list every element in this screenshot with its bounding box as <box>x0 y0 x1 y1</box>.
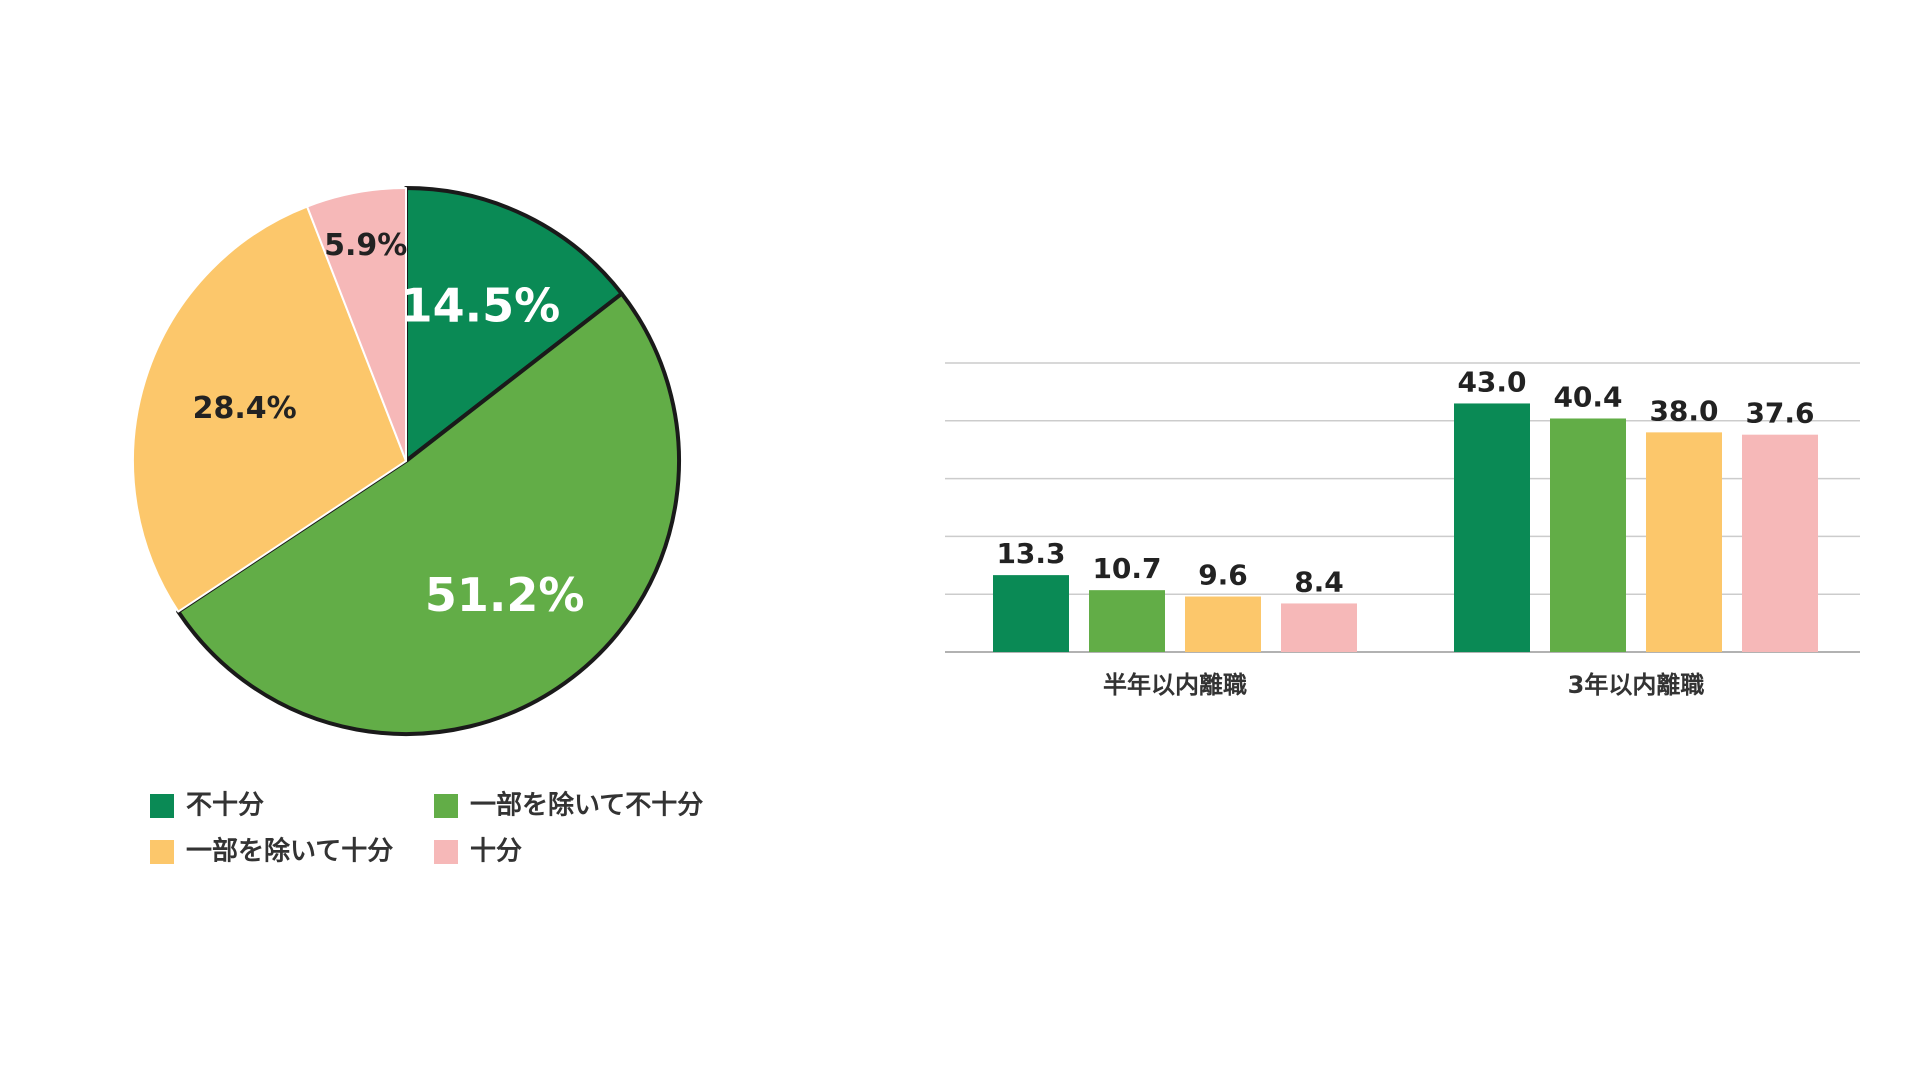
bar <box>1281 603 1357 652</box>
pie-label: 28.4% <box>193 391 297 426</box>
bar-value-label: 9.6 <box>1198 559 1248 592</box>
bar <box>1646 432 1722 652</box>
pie-slice <box>132 205 407 613</box>
pie-slice <box>306 187 407 462</box>
bar <box>1089 590 1165 652</box>
legend-swatch <box>434 840 458 864</box>
legend-label: 一部を除いて十分 <box>186 836 393 867</box>
legend-swatch <box>434 794 458 818</box>
pie-label: 5.9% <box>324 228 407 263</box>
legend-label: 不十分 <box>186 791 264 821</box>
bar <box>1550 418 1626 652</box>
pie-label: 14.5% <box>401 278 561 332</box>
x-tick-label: 半年以内離職 <box>1103 671 1247 699</box>
pie-slice <box>176 291 681 736</box>
bar <box>1185 596 1261 652</box>
bar <box>1742 434 1818 652</box>
pie-slice <box>404 186 624 463</box>
bar-value-label: 38.0 <box>1649 394 1718 427</box>
pie-label: 51.2% <box>425 568 585 622</box>
bar-value-label: 43.0 <box>1457 365 1526 398</box>
bar <box>1454 403 1530 652</box>
bar-value-label: 13.3 <box>996 537 1065 570</box>
legend-label: 十分 <box>470 837 522 867</box>
bar <box>993 575 1069 652</box>
bar-value-label: 10.7 <box>1092 552 1161 585</box>
bar-value-label: 40.4 <box>1553 380 1622 413</box>
legend-swatch <box>150 794 174 818</box>
legend-label: 一部を除いて不十分 <box>470 790 703 821</box>
legend-swatch <box>150 840 174 864</box>
bar-value-label: 8.4 <box>1294 565 1344 598</box>
bar-value-label: 37.6 <box>1745 397 1814 430</box>
x-tick-label: 3年以内離職 <box>1568 671 1705 699</box>
